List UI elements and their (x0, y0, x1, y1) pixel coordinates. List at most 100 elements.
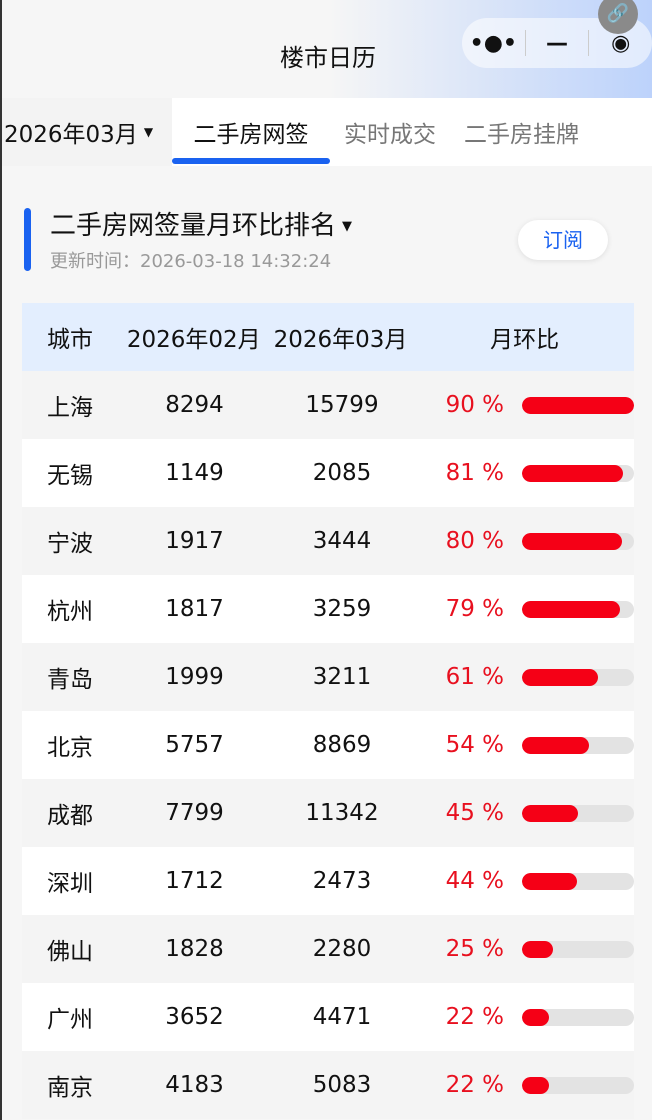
table-row[interactable]: 杭州 1817 3259 79 % (22, 575, 634, 643)
mom-bar (522, 1076, 634, 1094)
feb-value: 1149 (165, 460, 224, 486)
mom-bar (522, 600, 634, 618)
close-icon[interactable]: ◉ (611, 30, 631, 56)
city: 无锡 (47, 463, 93, 489)
table-row[interactable]: 南京 4183 5083 22 % (22, 1051, 634, 1119)
feb-value: 8294 (165, 392, 224, 418)
table-header: 城市 2026年02月 2026年03月 月环比 (22, 303, 634, 371)
mom-value: 22 % (445, 1072, 504, 1098)
feb-value: 5757 (165, 732, 224, 758)
mom-bar-fill (522, 872, 577, 890)
mom-bar (522, 872, 634, 890)
update-time: 更新时间：2026-03-18 14:32:24 (50, 251, 332, 272)
mar-value: 4471 (312, 1004, 372, 1030)
mom-bar-fill (522, 736, 590, 754)
top-bar: 楼市日历 •●• — ◉ 🔗 (2, 0, 652, 98)
feb-value: 7799 (165, 800, 224, 826)
city: 成都 (47, 803, 93, 829)
table-row[interactable]: 佛山 1828 2280 25 % (22, 915, 634, 983)
mar-value: 3444 (312, 528, 372, 554)
mom-bar-fill (522, 396, 634, 414)
city: 杭州 (47, 599, 93, 625)
feb-value: 1712 (165, 868, 224, 894)
table-row[interactable]: 无锡 1149 2085 81 % (22, 439, 634, 507)
mom-value: 61 % (445, 664, 504, 690)
mom-value: 90 % (445, 392, 504, 418)
mar-value: 3259 (312, 596, 372, 622)
mom-bar-fill (522, 532, 622, 550)
mom-bar-fill (522, 600, 621, 618)
mar-value: 2473 (312, 868, 372, 894)
header-mom: 月环比 (490, 327, 560, 353)
divider (524, 30, 526, 56)
mar-value: 2085 (312, 460, 372, 486)
mom-value: 80 % (445, 528, 504, 554)
tab-realtime-deals[interactable]: 实时成交 (344, 122, 436, 148)
link-icon[interactable]: 🔗 (598, 0, 638, 34)
minimize-icon[interactable]: — (546, 30, 568, 56)
mom-bar-fill (522, 1008, 550, 1026)
mom-value: 79 % (445, 596, 504, 622)
table-row[interactable]: 广州 3652 4471 22 % (22, 983, 634, 1051)
mom-bar (522, 804, 634, 822)
table-row[interactable]: 青岛 1999 3211 61 % (22, 643, 634, 711)
section-title: 二手房网签量月环比排名 (50, 211, 337, 241)
table-row[interactable]: 成都 7799 11342 45 % (22, 779, 634, 847)
mom-bar (522, 1008, 634, 1026)
header-city: 城市 (47, 327, 93, 353)
mom-bar-fill (522, 464, 623, 482)
city: 北京 (47, 735, 93, 761)
mom-value: 25 % (445, 936, 504, 962)
mom-bar-fill (522, 940, 554, 958)
header-mar: 2026年03月 (273, 327, 408, 353)
city: 佛山 (47, 939, 93, 965)
mom-bar (522, 668, 634, 686)
mom-bar (522, 396, 634, 414)
feb-value: 1917 (165, 528, 224, 554)
divider (588, 30, 590, 56)
city: 南京 (47, 1075, 93, 1101)
more-icon[interactable]: •●• (469, 30, 517, 56)
mar-value: 3211 (312, 664, 372, 690)
city: 深圳 (47, 871, 93, 897)
tab-second-hand-signing[interactable]: 二手房网签 (172, 98, 330, 166)
mom-value: 45 % (445, 800, 504, 826)
mom-value: 81 % (445, 460, 504, 486)
mom-bar-fill (522, 1076, 550, 1094)
section-header: 二手房网签量月环比排名 ▼ 更新时间：2026-03-18 14:32:24 订阅 (22, 205, 634, 275)
tab-second-hand-listings[interactable]: 二手房挂牌 (464, 122, 579, 148)
mom-bar (522, 940, 634, 958)
tab-bar: 2026年03月 ▼ 二手房网签 实时成交 二手房挂牌 (2, 98, 652, 166)
feb-value: 1999 (165, 664, 224, 690)
feb-value: 1817 (165, 596, 224, 622)
mom-value: 54 % (445, 732, 504, 758)
month-label: 2026年03月 (4, 122, 138, 148)
mom-value: 22 % (445, 1004, 504, 1030)
ranking-table: 城市 2026年02月 2026年03月 月环比 上海 8294 15799 9… (22, 303, 634, 1119)
accent-bar (24, 208, 31, 271)
mar-value: 15799 (305, 392, 379, 418)
feb-value: 4183 (165, 1072, 224, 1098)
city: 上海 (47, 395, 93, 421)
mom-bar (522, 464, 634, 482)
month-selector[interactable]: 2026年03月 ▼ (2, 98, 172, 166)
mom-bar (522, 736, 634, 754)
table-row[interactable]: 北京 5757 8869 54 % (22, 711, 634, 779)
city: 广州 (47, 1007, 93, 1033)
page-title: 楼市日历 (280, 44, 376, 72)
caret-down-icon: ▼ (143, 125, 154, 139)
ranking-selector[interactable]: 二手房网签量月环比排名 ▼ (50, 205, 352, 242)
header-feb: 2026年02月 (126, 327, 261, 353)
mar-value: 8869 (312, 732, 372, 758)
mar-value: 5083 (312, 1072, 372, 1098)
mom-bar-fill (522, 668, 598, 686)
mar-value: 2280 (312, 936, 372, 962)
city: 宁波 (47, 531, 93, 557)
feb-value: 3652 (165, 1004, 224, 1030)
table-row[interactable]: 深圳 1712 2473 44 % (22, 847, 634, 915)
table-row[interactable]: 上海 8294 15799 90 % (22, 371, 634, 439)
feb-value: 1828 (165, 936, 224, 962)
table-row[interactable]: 宁波 1917 3444 80 % (22, 507, 634, 575)
mar-value: 11342 (305, 800, 379, 826)
subscribe-button[interactable]: 订阅 (518, 220, 608, 260)
